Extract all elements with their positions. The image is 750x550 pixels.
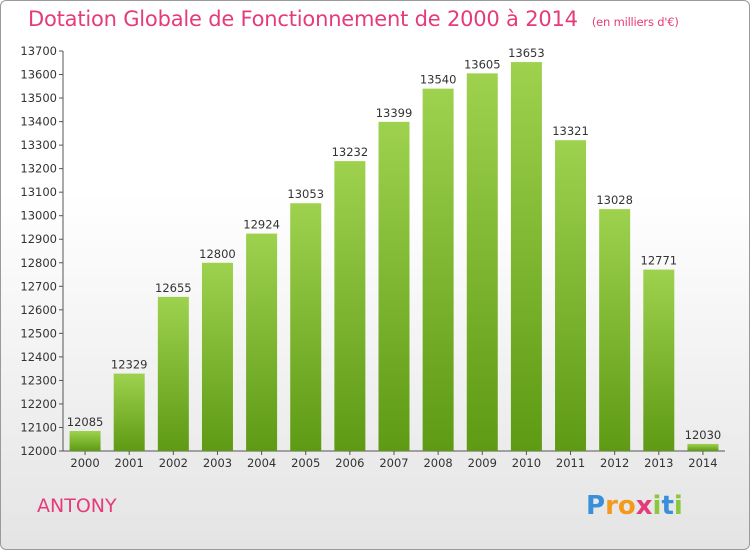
bar-2006	[334, 161, 366, 451]
chart-subtitle: (en milliers d'€)	[591, 15, 679, 29]
bar-2010	[510, 62, 542, 451]
bar-2002	[157, 296, 189, 451]
value-label-2011: 13321	[552, 124, 589, 138]
x-tick-label-2013: 2013	[644, 456, 673, 470]
value-label-2005: 13053	[287, 187, 324, 201]
y-tick-label: 12300	[20, 373, 57, 387]
logo-letter: t	[661, 491, 674, 521]
logo-letter: r	[605, 491, 618, 521]
bar-2003	[201, 262, 233, 451]
x-tick-label-2000: 2000	[70, 456, 99, 470]
y-tick-label: 12700	[20, 279, 57, 293]
value-label-2002: 12655	[155, 281, 192, 295]
bars	[69, 62, 719, 452]
y-tick-label: 13600	[20, 68, 57, 82]
y-tick-label: 12200	[20, 397, 57, 411]
axes: 12000 12100 12200 12300 12400 12500 12600 12700…	[20, 44, 725, 470]
chart-title-text: Dotation Globale de Fonctionnement de 20…	[28, 7, 578, 31]
value-labels: 12085 12329 12655 12800 12924 13053 13232 13399…	[67, 46, 721, 442]
x-tick-label-2011: 2011	[556, 456, 585, 470]
chart-title: Dotation Globale de Fonctionnement de 20…	[28, 7, 679, 31]
x-tick-label-2003: 2003	[203, 456, 232, 470]
y-tick-label: 13500	[20, 91, 57, 105]
x-tick-label-2004: 2004	[247, 456, 276, 470]
y-tick-label: 13400	[20, 115, 57, 129]
y-tick-label: 13100	[20, 185, 57, 199]
y-tick-label: 12800	[20, 256, 57, 270]
x-tick-label-2001: 2001	[115, 456, 144, 470]
y-tick-label: 13300	[20, 138, 57, 152]
x-tick-label-2006: 2006	[335, 456, 364, 470]
city-name: ANTONY	[37, 495, 117, 517]
x-tick-label-2012: 2012	[600, 456, 629, 470]
x-tick-label-2009: 2009	[468, 456, 497, 470]
value-label-2014: 12030	[685, 428, 722, 442]
logo-letter: P	[586, 491, 606, 521]
value-label-2001: 12329	[111, 358, 148, 372]
x-tick-label-2014: 2014	[688, 456, 717, 470]
value-label-2004: 12924	[243, 218, 280, 232]
value-label-2007: 13399	[376, 106, 413, 120]
bar-2007	[378, 121, 410, 451]
logo-letter: i	[652, 491, 662, 521]
y-tick-label: 13700	[20, 44, 57, 58]
logo-letter: x	[635, 491, 653, 521]
bar-2008	[422, 88, 454, 451]
y-tick-label: 12900	[20, 232, 57, 246]
bar-2009	[466, 73, 498, 452]
y-tick-label: 12600	[20, 303, 57, 317]
value-label-2010: 13653	[508, 46, 545, 60]
value-label-2013: 12771	[641, 254, 678, 268]
value-label-2003: 12800	[199, 247, 236, 261]
value-label-2009: 13605	[464, 57, 501, 71]
logo-letter: i	[673, 491, 683, 521]
bar-2004	[246, 233, 278, 451]
value-label-2006: 13232	[332, 145, 369, 159]
y-tick-label: 12500	[20, 326, 57, 340]
bar-2011	[555, 140, 587, 452]
bar-2012	[599, 209, 631, 451]
bar-2000	[69, 431, 101, 451]
value-label-2008: 13540	[420, 73, 457, 87]
bar-2005	[290, 203, 322, 451]
bar-2013	[643, 269, 675, 451]
y-tick-label: 12100	[20, 420, 57, 434]
x-tick-label-2008: 2008	[423, 456, 452, 470]
x-tick-label-2005: 2005	[291, 456, 320, 470]
proxiti-logo: Proxiti	[586, 491, 683, 521]
y-tick-label: 12400	[20, 350, 57, 364]
value-label-2012: 13028	[596, 193, 633, 207]
logo-letter: o	[617, 491, 636, 521]
y-tick-label: 12000	[20, 444, 57, 458]
x-tick-label-2010: 2010	[512, 456, 541, 470]
value-label-2000: 12085	[67, 415, 104, 429]
bar-2014	[687, 443, 719, 451]
y-tick-label: 13000	[20, 209, 57, 223]
y-tick-label: 13200	[20, 162, 57, 176]
bar-2001	[113, 373, 145, 451]
x-tick-label-2007: 2007	[379, 456, 408, 470]
x-tick-label-2002: 2002	[159, 456, 188, 470]
